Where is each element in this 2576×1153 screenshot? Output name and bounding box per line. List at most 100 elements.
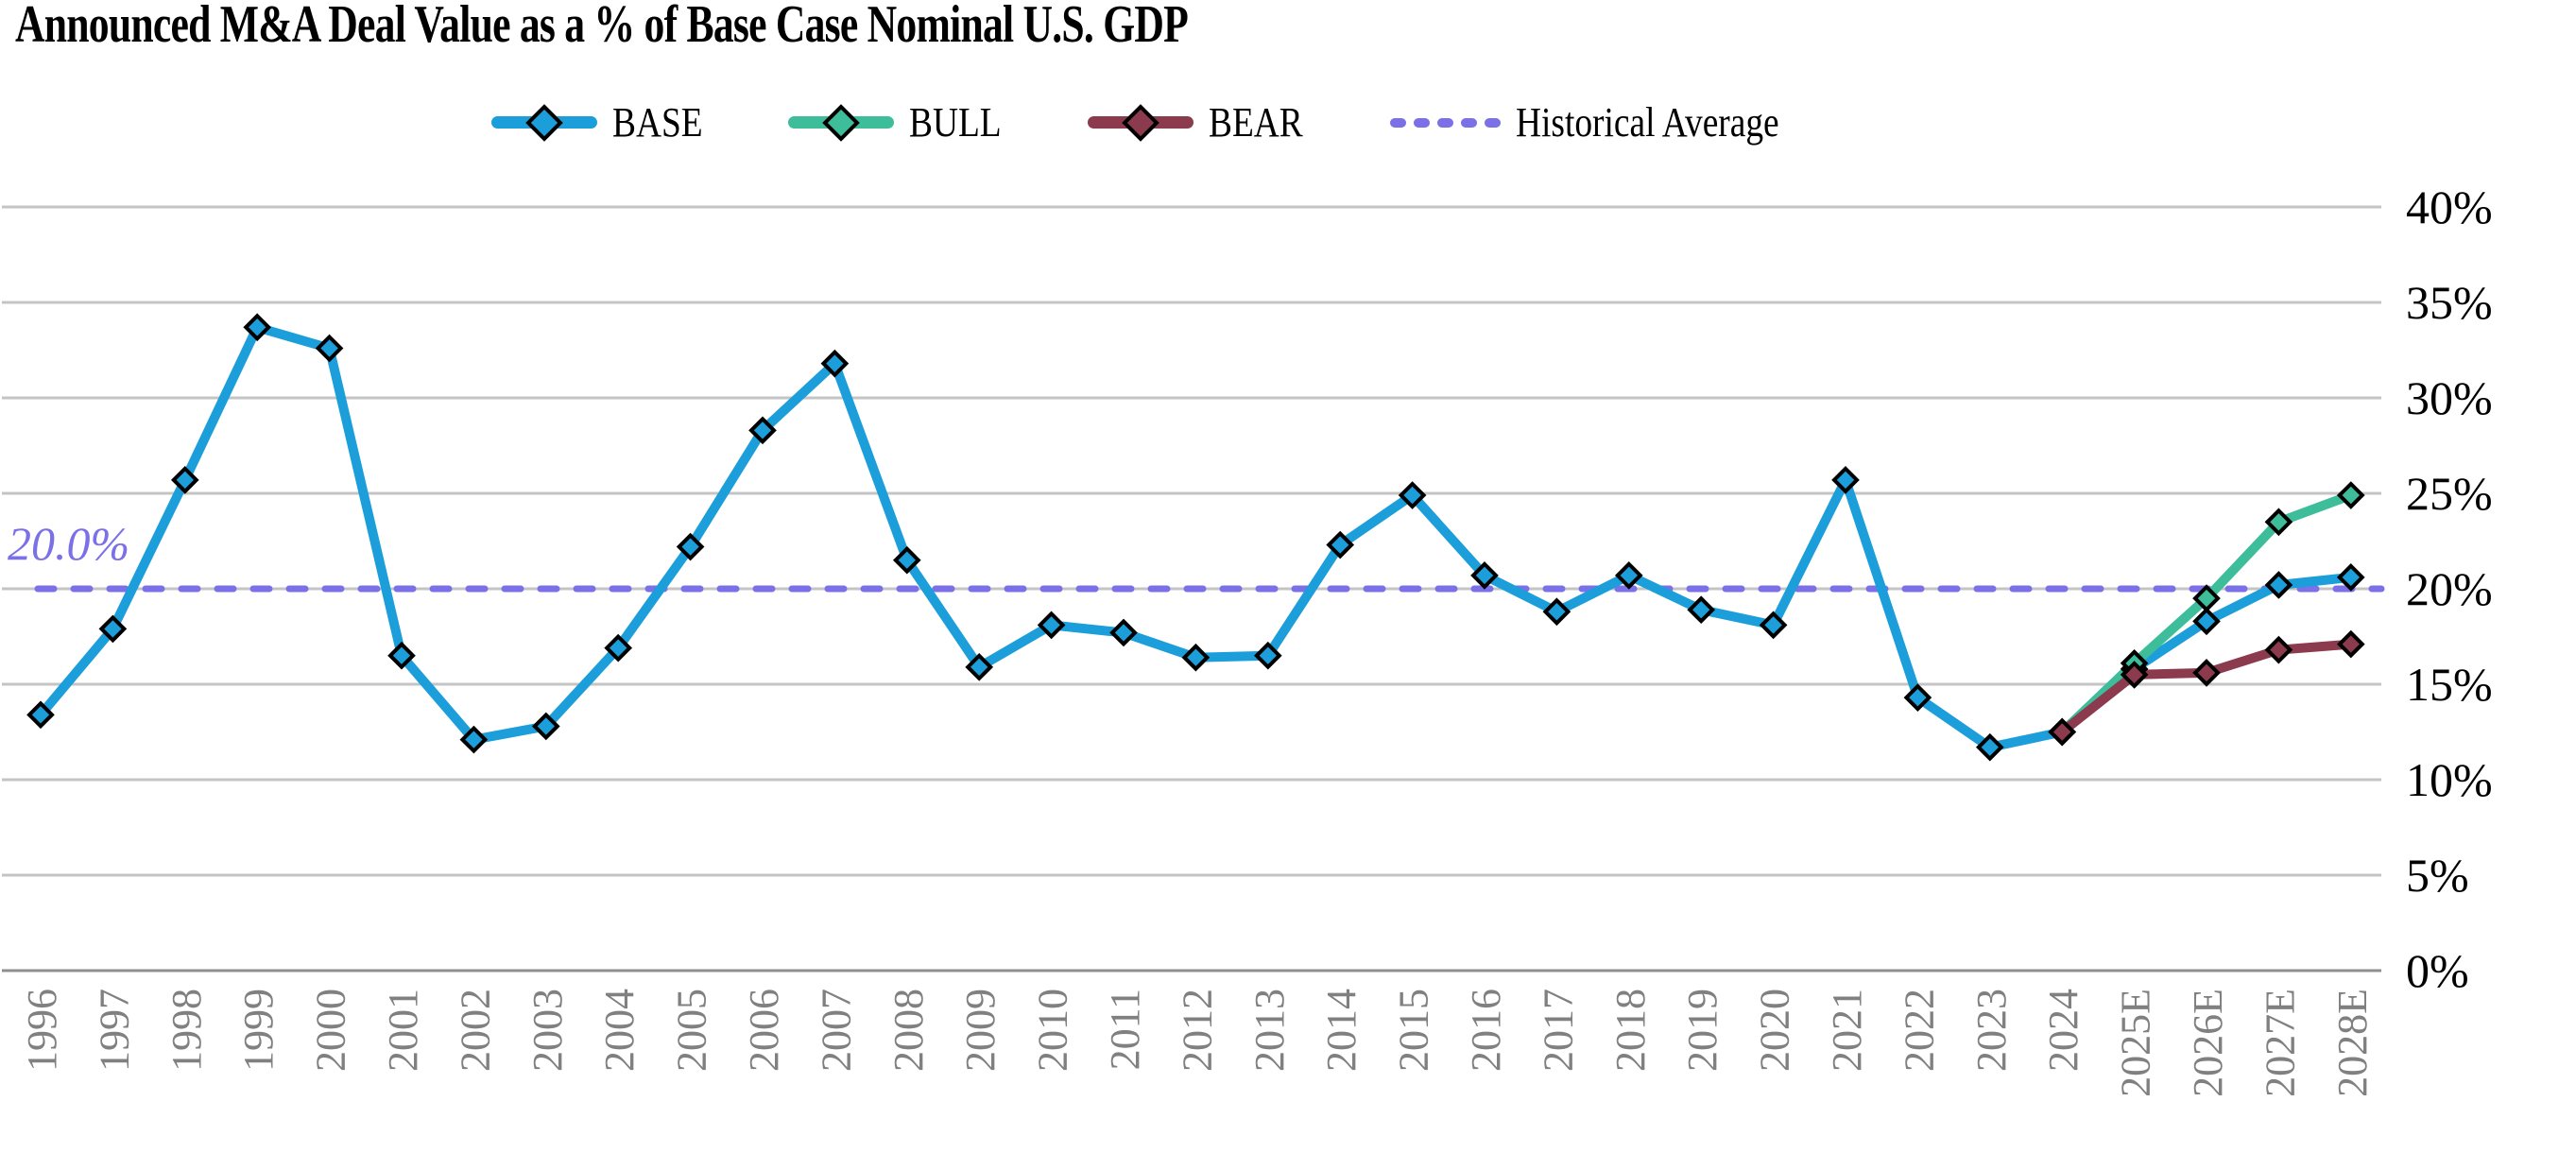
y-axis-label: 10%: [2406, 753, 2493, 806]
x-axis-label: 2004: [596, 989, 643, 1072]
x-axis-label: 2009: [957, 989, 1004, 1072]
x-axis-label: 2002: [452, 989, 498, 1072]
y-axis-label: 25%: [2406, 467, 2493, 520]
x-axis-label: 2000: [308, 989, 354, 1072]
x-axis-label: 2005: [669, 989, 715, 1072]
x-axis-label: 2027E: [2257, 989, 2303, 1097]
x-axis-label: 2022: [1896, 989, 1942, 1072]
series-base-marker: [459, 725, 489, 754]
series-base-marker: [531, 712, 560, 741]
x-axis-label: 2017: [1535, 989, 1581, 1072]
series-bear-marker: [2120, 661, 2149, 689]
series-base-marker: [2192, 607, 2221, 636]
series-base-marker: [1542, 597, 1571, 627]
series-base-marker: [748, 416, 777, 445]
x-axis-label: 2007: [813, 989, 859, 1072]
x-axis-label: 2015: [1391, 989, 1437, 1072]
series-base-marker: [1109, 618, 1138, 647]
x-axis-label: 2013: [1246, 989, 1293, 1072]
legend-label-bull: BULL: [909, 99, 1003, 146]
base-line-swatch-icon: [491, 103, 597, 142]
series-base-marker: [676, 532, 705, 561]
x-axis-label: 2026E: [2185, 989, 2231, 1097]
legend-label-base: BASE: [612, 99, 703, 146]
series-bull-marker: [2264, 508, 2293, 537]
series-base-marker: [604, 633, 633, 663]
x-axis-label: 2003: [524, 989, 571, 1072]
bull-line-swatch-icon: [788, 103, 895, 142]
series-base-marker: [2336, 563, 2365, 592]
legend-label-historical-average: Historical Average: [1515, 99, 1779, 146]
y-axis-label: 20%: [2406, 562, 2493, 615]
y-axis-label: 30%: [2406, 371, 2493, 424]
series-base-marker: [1614, 561, 1643, 590]
legend-item-bear: BEAR: [1088, 98, 1319, 146]
series-bear-marker: [2264, 635, 2293, 664]
dashed-line-swatch-icon: [1389, 117, 1501, 128]
x-axis-label: 2014: [1318, 989, 1365, 1072]
x-axis-label: 2012: [1174, 989, 1220, 1072]
series-base-marker: [1831, 466, 1860, 494]
x-axis-label: 2018: [1607, 989, 1654, 1072]
x-axis-label: 1997: [91, 989, 137, 1072]
series-base-marker: [98, 614, 128, 644]
series-bear-marker: [2048, 717, 2077, 747]
legend-label-bear: BEAR: [1209, 99, 1304, 146]
x-axis-label: 2028E: [2329, 989, 2376, 1097]
legend-item-base: BASE: [491, 98, 718, 146]
x-axis-label: 1996: [19, 989, 65, 1072]
x-axis-label: 1998: [163, 989, 210, 1072]
x-axis-label: 2023: [1968, 989, 2015, 1072]
y-axis-label: 0%: [2406, 944, 2469, 997]
series-base-marker: [26, 700, 55, 730]
x-axis-label: 2011: [1102, 989, 1148, 1070]
chart-legend: BASE BULL BEAR Historical Average: [491, 98, 1826, 146]
series-base-marker: [2264, 571, 2293, 599]
series-base-marker: [1975, 732, 2004, 762]
series-bear-marker: [2192, 659, 2221, 687]
series-base-marker: [965, 652, 994, 681]
series-base-marker: [1326, 530, 1355, 559]
diamond-marker-icon: [1122, 103, 1160, 142]
y-axis-label: 35%: [2406, 276, 2493, 329]
historical-average-annotation: 20.0%: [8, 517, 130, 570]
series-base-marker: [1903, 683, 1932, 712]
x-axis-label: 2008: [885, 989, 932, 1072]
series-base-marker: [1687, 595, 1716, 625]
x-axis-label: 2016: [1463, 989, 1509, 1072]
diamond-marker-icon: [525, 103, 563, 142]
x-axis-label: 1999: [235, 989, 282, 1072]
series-base-marker: [243, 313, 272, 342]
y-axis-label: 40%: [2406, 181, 2493, 233]
y-axis-label: 15%: [2406, 658, 2493, 711]
series-base-marker: [1037, 611, 1066, 640]
chart-title: Announced M&A Deal Value as a % of Base …: [15, 0, 1189, 54]
series-base-marker: [1253, 641, 1282, 670]
diamond-marker-icon: [822, 103, 861, 142]
series-base-marker: [892, 545, 921, 575]
x-axis-label: 2021: [1824, 989, 1870, 1072]
series-base-marker: [1181, 643, 1211, 672]
x-axis-label: 2020: [1752, 989, 1798, 1072]
series-bear-marker: [2336, 629, 2365, 659]
bear-line-swatch-icon: [1088, 103, 1194, 142]
series-base-marker: [820, 349, 850, 378]
y-axis-label: 5%: [2406, 849, 2469, 902]
legend-item-bull: BULL: [788, 98, 1018, 146]
x-axis-label: 2001: [380, 989, 426, 1072]
series-base-marker: [1470, 561, 1499, 590]
x-axis-label: 2006: [741, 989, 787, 1072]
x-axis-label: 2025E: [2113, 989, 2159, 1097]
series-bull-marker: [2192, 584, 2221, 612]
series-bull-marker: [2336, 481, 2365, 509]
series-base-marker: [315, 334, 344, 363]
series-base-marker: [1398, 481, 1427, 509]
legend-item-historical-average: Historical Average: [1389, 98, 1826, 146]
x-axis-label: 2019: [1679, 989, 1726, 1072]
series-base-marker: [1759, 611, 1788, 640]
series-base-marker: [387, 641, 416, 670]
series-base-marker: [170, 466, 199, 494]
x-axis-label: 2010: [1030, 989, 1076, 1072]
